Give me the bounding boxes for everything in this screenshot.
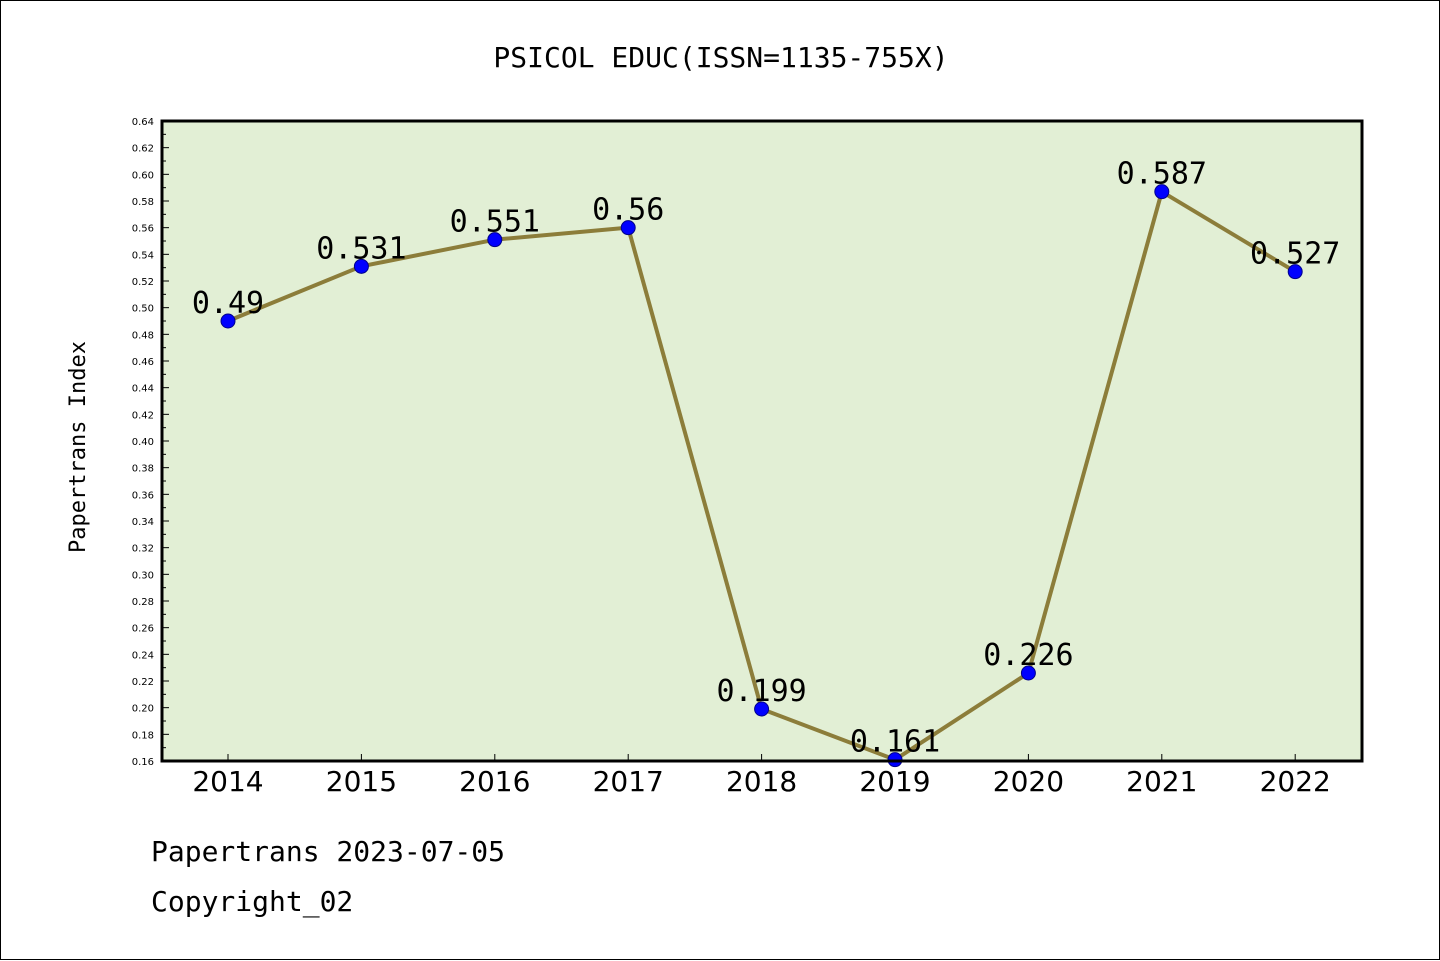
data-label: 0.587: [1117, 157, 1207, 192]
y-tick-label: 0.22: [132, 677, 154, 688]
y-tick-label: 0.62: [132, 144, 154, 155]
y-tick-label: 0.48: [132, 330, 154, 341]
data-point: [1287, 264, 1303, 280]
data-label: 0.226: [983, 638, 1073, 673]
x-tick-label: 2020: [993, 765, 1064, 798]
y-tick-label: 0.54: [132, 250, 154, 261]
data-point: [487, 232, 503, 248]
y-axis-label: Papertrans Index: [66, 341, 91, 553]
y-tick-label: 0.60: [132, 170, 154, 181]
data-point: [1154, 184, 1170, 200]
footer-date: Papertrans 2023-07-05: [151, 835, 506, 868]
y-tick-label: 0.32: [132, 544, 154, 555]
y-tick-label: 0.46: [132, 357, 154, 368]
y-tick-label: 0.64: [132, 117, 154, 128]
data-label: 0.531: [316, 231, 406, 266]
y-tick-label: 0.26: [132, 624, 154, 635]
data-label: 0.56: [592, 193, 664, 228]
x-tick-label: 2022: [1260, 765, 1331, 798]
y-tick-label: 0.38: [132, 464, 154, 475]
y-tick-label: 0.18: [132, 730, 154, 741]
x-axis-ticks: 2014 2015 2016 2017 2018 2019 2020 2021 2022: [192, 754, 1331, 798]
y-tick-label: 0.40: [132, 437, 154, 448]
data-point: [620, 220, 636, 236]
y-tick-label: 0.34: [132, 517, 154, 528]
x-tick-label: 2016: [459, 765, 530, 798]
y-axis-ticks: 0.16 0.18 0.20 0.22 0.24 0.26 0.28 0.30 0.32 0.34…: [132, 117, 169, 768]
y-tick-label: 0.44: [132, 384, 154, 395]
data-label: 0.551: [450, 205, 540, 240]
data-label: 0.49: [192, 286, 264, 321]
data-point: [754, 701, 770, 717]
data-point: [1020, 665, 1036, 681]
plot-border: [160, 119, 1364, 763]
y-tick-label: 0.36: [132, 490, 154, 501]
data-label: 0.161: [850, 725, 940, 760]
plot-area: [162, 121, 1362, 761]
data-label: 0.199: [716, 674, 806, 709]
y-tick-label: 0.50: [132, 304, 154, 315]
data-label: 0.527: [1250, 237, 1340, 272]
data-labels: 0.49 0.531 0.551 0.56 0.199 0.161 0.226 0.587 0.…: [192, 157, 1340, 760]
y-tick-label: 0.58: [132, 197, 154, 208]
x-tick-label: 2015: [326, 765, 397, 798]
y-tick-label: 0.16: [132, 757, 154, 768]
chart-title: PSICOL EDUC(ISSN=1135-755X): [493, 41, 948, 74]
footer-copyright: Copyright_02: [151, 885, 354, 918]
y-tick-label: 0.52: [132, 277, 154, 288]
x-tick-label: 2017: [593, 765, 664, 798]
data-point: [220, 313, 236, 329]
y-tick-label: 0.42: [132, 410, 154, 421]
y-tick-label: 0.20: [132, 704, 154, 715]
x-tick-label: 2018: [726, 765, 797, 798]
x-tick-label: 2014: [192, 765, 263, 798]
y-tick-label: 0.30: [132, 570, 154, 581]
x-tick-label: 2021: [1126, 765, 1197, 798]
data-point: [353, 258, 369, 274]
y-tick-label: 0.24: [132, 650, 154, 661]
x-tick-label: 2019: [859, 765, 930, 798]
y-tick-label: 0.28: [132, 597, 154, 608]
y-tick-label: 0.56: [132, 224, 154, 235]
